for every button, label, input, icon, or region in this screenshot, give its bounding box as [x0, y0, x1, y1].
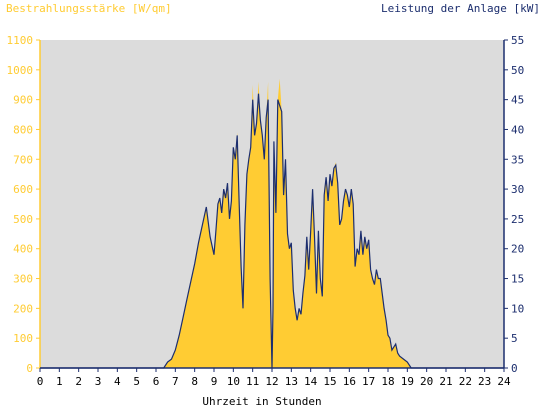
- x-tick-label: 6: [153, 375, 160, 388]
- x-tick-label: 17: [362, 375, 375, 388]
- x-tick-label: 1: [56, 375, 63, 388]
- power-line: [40, 93, 504, 369]
- x-ticks: 0 1 2 3 4 5 6 7 8 9 10 11 12 13 14 15 16 17 18 19 20 21 22 23 24: [37, 368, 511, 388]
- left-tick-label: 200: [13, 302, 33, 315]
- x-tick-label: 19: [401, 375, 414, 388]
- right-tick-label: 45: [511, 94, 524, 107]
- x-tick-label: 4: [114, 375, 121, 388]
- x-tick-label: 10: [227, 375, 240, 388]
- right-y-ticks: 0 5 10 15 20 25 30 35 40 45 50 55: [504, 34, 524, 375]
- x-tick-label: 24: [497, 375, 511, 388]
- right-axis-title: Leistung der Anlage [kW]: [381, 2, 540, 15]
- right-tick-label: 40: [511, 123, 524, 136]
- plot-area: [40, 40, 504, 368]
- x-tick-label: 18: [381, 375, 394, 388]
- right-tick-label: 5: [511, 332, 518, 345]
- x-tick-label: 3: [95, 375, 102, 388]
- left-tick-label: 700: [13, 153, 33, 166]
- left-y-ticks: 0 100 200 300 400 500 600 700 800 900 1000 1100: [7, 34, 40, 375]
- x-tick-label: 8: [191, 375, 198, 388]
- x-tick-label: 22: [459, 375, 472, 388]
- right-tick-label: 20: [511, 243, 524, 256]
- left-tick-label: 1000: [7, 64, 34, 77]
- x-tick-label: 2: [75, 375, 82, 388]
- right-tick-label: 50: [511, 64, 524, 77]
- x-tick-label: 16: [343, 375, 356, 388]
- x-tick-label: 0: [37, 375, 44, 388]
- x-tick-label: 15: [323, 375, 336, 388]
- right-tick-label: 10: [511, 302, 524, 315]
- left-tick-label: 300: [13, 273, 33, 286]
- right-tick-label: 30: [511, 183, 524, 196]
- right-tick-label: 25: [511, 213, 524, 226]
- x-tick-label: 11: [246, 375, 259, 388]
- left-tick-label: 900: [13, 94, 33, 107]
- x-tick-label: 21: [439, 375, 452, 388]
- x-tick-label: 9: [211, 375, 218, 388]
- power-line-group: [40, 93, 504, 369]
- x-tick-label: 14: [304, 375, 318, 388]
- x-tick-label: 13: [285, 375, 298, 388]
- x-tick-label: 12: [265, 375, 278, 388]
- right-tick-label: 0: [511, 362, 518, 375]
- left-tick-label: 500: [13, 213, 33, 226]
- right-tick-label: 35: [511, 153, 524, 166]
- left-tick-label: 0: [26, 362, 33, 375]
- left-tick-label: 100: [13, 332, 33, 345]
- x-tick-label: 7: [172, 375, 179, 388]
- x-tick-label: 5: [133, 375, 140, 388]
- x-tick-label: 23: [478, 375, 491, 388]
- left-tick-label: 600: [13, 183, 33, 196]
- left-tick-label: 1100: [7, 34, 34, 47]
- x-axis-title: Uhrzeit in Stunden: [202, 395, 321, 408]
- left-tick-label: 800: [13, 123, 33, 136]
- left-tick-label: 400: [13, 243, 33, 256]
- left-axis-title: Bestrahlungsstärke [W/qm]: [6, 2, 172, 15]
- right-tick-label: 55: [511, 34, 524, 47]
- x-tick-label: 20: [420, 375, 433, 388]
- right-tick-label: 15: [511, 273, 524, 286]
